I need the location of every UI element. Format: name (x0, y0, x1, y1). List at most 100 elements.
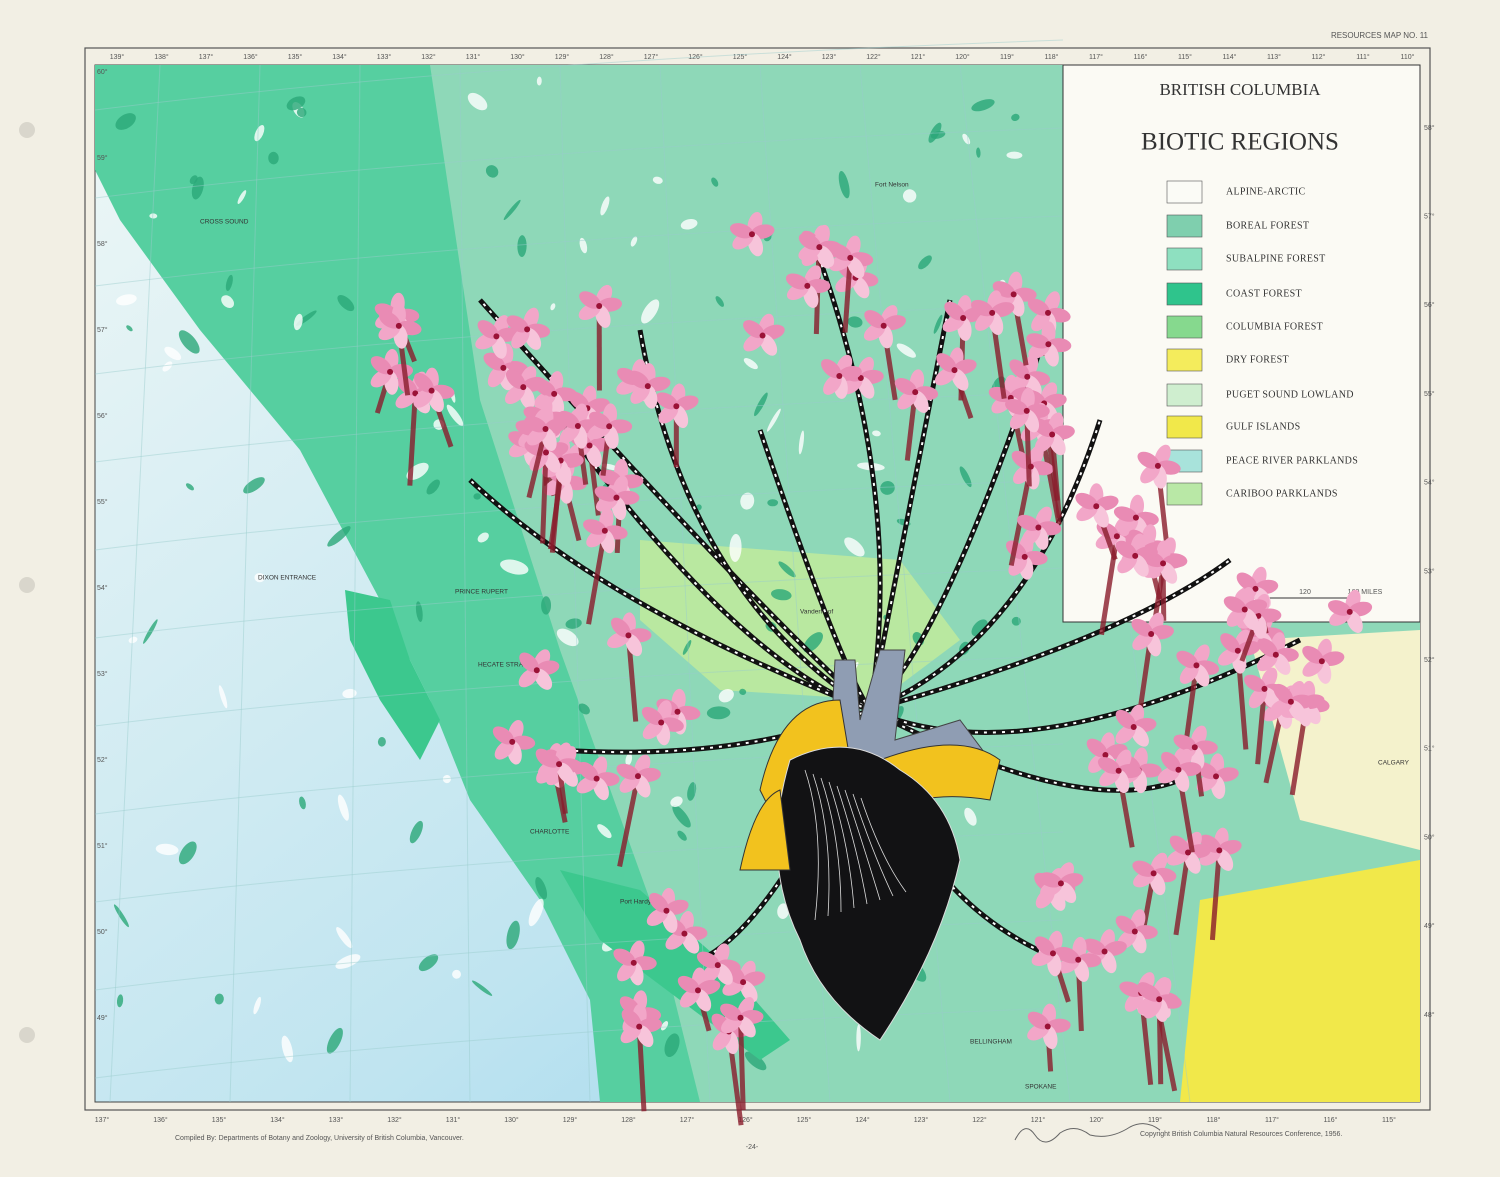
longitude-label: 129° (563, 1116, 578, 1124)
longitude-label: 116° (1324, 1116, 1338, 1124)
flower-center (1288, 699, 1294, 705)
latitude-label: 51° (97, 842, 108, 850)
flower-center (912, 389, 918, 395)
signature (1015, 1124, 1160, 1142)
longitude-label: 137° (95, 1116, 110, 1124)
flower-center (543, 426, 549, 432)
flower-center (804, 283, 810, 289)
flower-center (500, 365, 506, 371)
flower-center (635, 773, 641, 779)
latitude-label: 49° (1424, 922, 1435, 930)
latitude-label: 50° (97, 928, 108, 936)
latitude-label: 57° (97, 326, 108, 334)
flower-center (1242, 607, 1248, 613)
flower-center (587, 443, 593, 449)
flower-center (960, 315, 966, 321)
place-name: Fort Nelson (875, 182, 909, 189)
longitude-label: 124° (855, 1116, 870, 1124)
latitude-label: 58° (1424, 124, 1435, 132)
flower-center (625, 632, 631, 638)
flower-center (749, 231, 755, 237)
longitude-label: 134° (270, 1116, 285, 1124)
longitude-label: 123° (822, 53, 837, 61)
flower-center (602, 528, 608, 534)
legend-label: ALPINE-ARCTIC (1226, 186, 1305, 197)
flower-center (429, 388, 435, 394)
flower-center (606, 423, 612, 429)
flower-center (509, 739, 515, 745)
flower-center (847, 255, 853, 261)
legend-swatch (1167, 316, 1202, 338)
legend-title: BRITISH COLUMBIA (1159, 80, 1321, 99)
legend-label: COLUMBIA FOREST (1226, 321, 1323, 332)
flower-center (636, 1024, 642, 1030)
place-name: DIXON ENTRANCE (258, 575, 317, 582)
flower-center (738, 1015, 744, 1021)
longitude-label: 115° (1382, 1116, 1396, 1124)
flower-center (387, 369, 393, 375)
longitude-label: 125° (797, 1116, 812, 1124)
flower-center (989, 310, 995, 316)
flower-center (675, 709, 681, 715)
flower-center (594, 776, 600, 782)
flower-center (1022, 554, 1028, 560)
latitude-label: 49° (97, 1014, 108, 1022)
flower-center (1024, 374, 1030, 380)
longitude-label: 135° (288, 53, 303, 61)
longitude-label: 129° (555, 53, 570, 61)
longitude-label: 133° (329, 1116, 344, 1124)
longitude-label: 124° (777, 53, 792, 61)
flower-center (556, 761, 562, 767)
flower-center (1035, 524, 1041, 530)
flower-center (1116, 768, 1122, 774)
longitude-label: 138° (154, 53, 169, 61)
longitude-label: 128° (621, 1116, 636, 1124)
flower-center (631, 960, 637, 966)
longitude-label: 121° (1031, 1116, 1046, 1124)
flower-center (881, 323, 887, 329)
longitude-label: 122° (972, 1116, 987, 1124)
legend-label: CARIBOO PARKLANDS (1226, 488, 1338, 499)
flower-center (493, 333, 499, 339)
latitude-label: 55° (1424, 390, 1435, 398)
flower-center (1347, 609, 1353, 615)
flower-center (575, 423, 581, 429)
flower-center (1133, 515, 1139, 521)
flower-center (1050, 950, 1056, 956)
place-name: Port Hardy (620, 899, 652, 906)
latitude-label: 50° (1424, 833, 1435, 841)
legend-label: PEACE RIVER PARKLANDS (1226, 455, 1358, 466)
flower-center (534, 667, 540, 673)
legend-swatch (1167, 181, 1202, 203)
latitude-label: 54° (1424, 479, 1435, 487)
flower-center (836, 373, 842, 379)
legend-label: BOREAL FOREST (1226, 220, 1309, 231)
longitude-label: 120° (955, 53, 970, 61)
longitude-label: 128° (599, 53, 614, 61)
legend-swatch (1167, 483, 1202, 505)
longitude-label: 112° (1312, 53, 1326, 61)
legend-swatch (1167, 416, 1202, 438)
flower-center (520, 384, 526, 390)
latitude-label: 51° (1424, 745, 1435, 753)
flower-center (695, 987, 701, 993)
flower-center (1213, 773, 1219, 779)
longitude-label: 113° (1267, 53, 1281, 61)
flower-center (1148, 631, 1154, 637)
flower-center (1192, 744, 1198, 750)
flower-center (613, 495, 619, 501)
flower-center (1011, 291, 1017, 297)
flower-center (1156, 996, 1162, 1002)
longitude-label: 131° (466, 53, 481, 61)
flower-center (1319, 658, 1325, 664)
flower-center (1193, 662, 1199, 668)
latitude-label: 48° (1424, 1011, 1435, 1019)
longitude-label: 127° (680, 1116, 695, 1124)
legend-swatch (1167, 349, 1202, 371)
longitude-label: 120° (1089, 1116, 1104, 1124)
flower-center (396, 323, 402, 329)
flower-center (951, 367, 957, 373)
longitude-label: 117° (1265, 1116, 1279, 1124)
longitude-label: 136° (153, 1116, 168, 1124)
